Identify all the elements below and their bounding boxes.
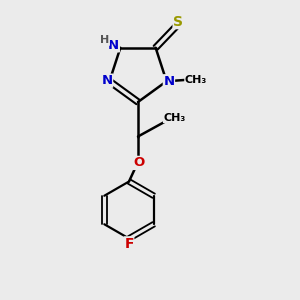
Text: N: N	[108, 39, 119, 52]
Text: CH₃: CH₃	[185, 75, 207, 85]
Text: CH₃: CH₃	[164, 112, 186, 123]
Text: O: O	[133, 156, 144, 170]
Text: N: N	[101, 74, 112, 87]
Text: S: S	[173, 15, 183, 28]
Text: H: H	[100, 35, 110, 45]
Text: F: F	[124, 237, 134, 251]
Text: N: N	[164, 75, 175, 88]
